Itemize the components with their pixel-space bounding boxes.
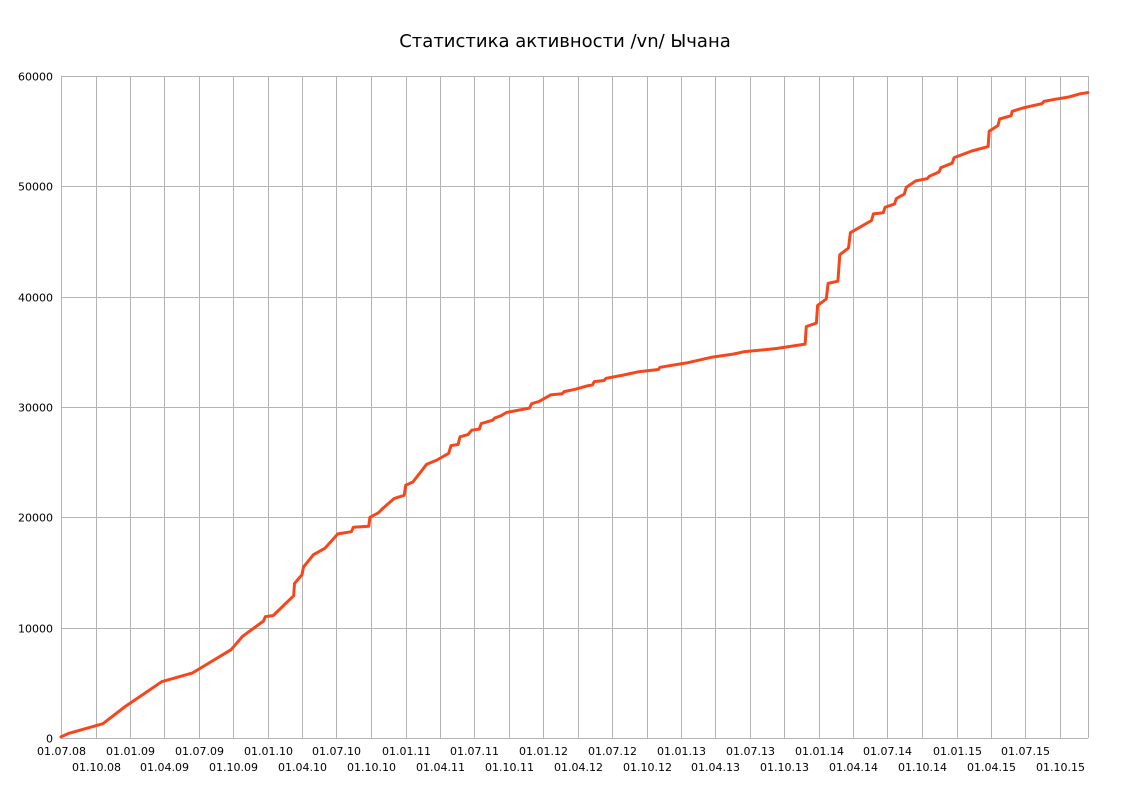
x-tick-label: 01.07.15 [1001,745,1050,758]
y-tick-label: 30000 [18,402,53,415]
x-tick-label: 01.01.09 [106,745,155,758]
y-tick-label: 40000 [18,292,53,305]
x-tick-label: 01.07.08 [37,745,86,758]
x-tick-label: 01.10.10 [347,761,396,774]
x-tick-label: 01.07.12 [588,745,637,758]
x-tick-label: 01.07.11 [450,745,499,758]
x-tick-label: 01.04.10 [278,761,327,774]
y-tick-label: 60000 [18,71,53,84]
x-tick-label: 01.10.12 [623,761,672,774]
x-tick-label: 01.01.12 [519,745,568,758]
x-tick-label: 01.04.09 [140,761,189,774]
x-tick-label: 01.01.11 [382,745,431,758]
y-tick-label: 50000 [18,181,53,194]
grid-lines [61,76,1089,739]
y-tick-label: 0 [46,733,53,746]
y-tick-label: 20000 [18,512,53,525]
x-tick-label: 01.07.10 [312,745,361,758]
x-tick-label: 01.10.09 [209,761,258,774]
x-tick-label: 01.10.13 [760,761,809,774]
x-tick-label: 01.04.12 [554,761,603,774]
y-axis-labels: 0 10000 20000 30000 40000 50000 60000 [18,71,53,746]
x-tick-label: 01.04.11 [416,761,465,774]
x-tick-label: 01.10.11 [485,761,534,774]
x-tick-label: 01.10.15 [1036,761,1085,774]
x-tick-label: 01.01.15 [933,745,982,758]
x-tick-label: 01.10.08 [72,761,121,774]
x-tick-label: 01.07.14 [863,745,912,758]
x-tick-label: 01.07.13 [726,745,775,758]
x-tick-label: 01.10.14 [898,761,947,774]
x-tick-label: 01.01.14 [795,745,844,758]
x-axis-labels: 01.07.08 01.10.08 01.01.09 01.04.09 01.07.09… [37,745,1085,774]
series-layer [59,91,1090,739]
x-tick-label: 01.07.09 [175,745,224,758]
y-tick-label: 10000 [18,623,53,636]
x-tick-label: 01.01.13 [657,745,706,758]
series-line [59,91,1090,739]
chart-title: Статистика активности /vn/ Ычана [399,31,731,52]
x-tick-label: 01.04.14 [829,761,878,774]
x-tick-label: 01.04.15 [967,761,1016,774]
x-tick-label: 01.04.13 [691,761,740,774]
x-tick-label: 01.01.10 [244,745,293,758]
